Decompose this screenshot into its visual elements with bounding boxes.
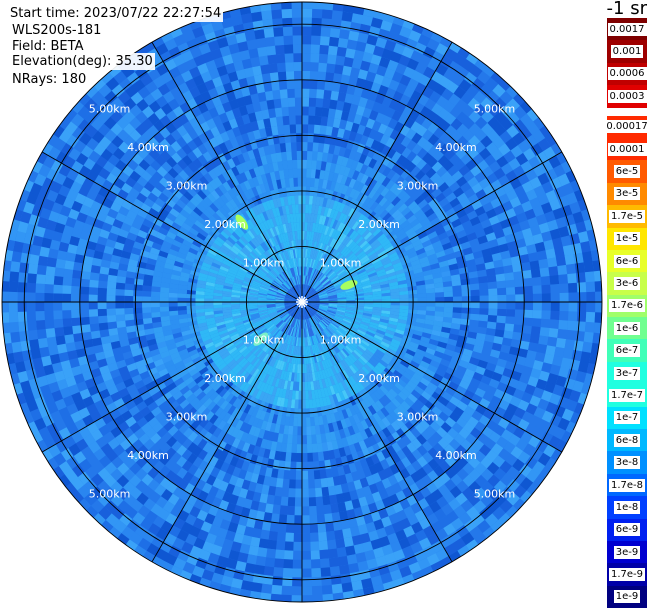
colorbar-tick-label: 1.7e-6 (608, 299, 646, 313)
colorbar-cell: 0.0017 (607, 18, 647, 41)
range-ring-label: 2.00km (204, 372, 246, 385)
colorbar-tick-label: 1e-8 (613, 500, 641, 514)
range-ring-label: 1.00km (320, 257, 362, 270)
colorbar-cell: 0.00017 (604, 115, 647, 138)
azimuth-spoke (41, 301, 303, 453)
range-ring-label: 3.00km (397, 410, 439, 423)
colorbar-cell: 3e-7 (607, 361, 647, 385)
range-ring-label: 5.00km (474, 487, 516, 500)
start-time-label: Start time: 2023/07/22 22:27:54 (10, 5, 224, 22)
range-ring-label: 2.00km (358, 218, 400, 231)
colorbar-tick-label: 6e-8 (613, 433, 641, 447)
colorbar-tick-label: 3e-7 (613, 366, 641, 380)
colorbar-cell: 1e-5 (607, 227, 647, 250)
range-ring-label: 3.00km (397, 180, 439, 193)
colorbar-cell: 6e-8 (607, 429, 647, 452)
colorbar-tick-label: 1e-5 (613, 232, 641, 246)
colorbar-tick-label: 0.0001 (607, 142, 647, 156)
colorbar-tick-label: 3e-5 (613, 187, 641, 201)
colorbar-cell: 1.7e-8 (607, 473, 647, 497)
range-ring-label: 4.00km (127, 141, 169, 154)
range-ring-label: 2.00km (358, 372, 400, 385)
colorbar-tick-label: 3e-8 (613, 456, 641, 470)
colorbar-cell: 0.001 (607, 40, 647, 63)
ppi-plot: 1.00km 1.00km 1.00km 1.00km 2.00km 2.00km 2.00… (1, 1, 603, 603)
colorbar-cell: 0.0003 (607, 85, 647, 108)
polar-grid (1, 1, 603, 603)
colorbar-cell: 6e-5 (607, 160, 647, 183)
beta-field-disk (2, 2, 602, 602)
colorbar-cell: 1e-8 (607, 496, 647, 519)
colorbar-tick-label: 6e-9 (613, 523, 641, 537)
colorbar-tick-label: 3e-9 (613, 545, 641, 559)
colorbar-tick-label: 0.0003 (607, 89, 647, 103)
colorbar-tick-label: 6e-6 (613, 254, 641, 268)
colorbar-cell: 0.0001 (607, 137, 647, 161)
colorbar-tick-label: 6e-7 (613, 344, 641, 358)
range-ring-label: 1.00km (320, 333, 362, 346)
range-ring-label: 3.00km (166, 410, 208, 423)
range-ring-label: 3.00km (166, 180, 208, 193)
colorbar-cell: 1e-7 (607, 406, 647, 430)
range-ring-label: 5.00km (474, 103, 516, 116)
range-ring-label: 5.00km (89, 487, 131, 500)
colorbar-tick-label: 1e-9 (613, 590, 641, 604)
colorbar-tick-label: 1.7e-9 (608, 568, 646, 582)
azimuth-spoke (301, 151, 563, 303)
azimuth-spoke (301, 301, 453, 563)
colorbar-cell: 0.0006 (607, 62, 647, 86)
instrument-label: WLS200s-181 (12, 22, 104, 39)
colorbar-tick-label: 1e-7 (613, 411, 641, 425)
colorbar-cell: 1.7e-5 (607, 205, 647, 228)
azimuth-spoke (301, 301, 563, 453)
colorbar-tick-label: 0.001 (610, 45, 644, 59)
colorbar-cell: 3e-8 (607, 451, 647, 474)
colorbar-tick-label: 0.0006 (607, 67, 647, 81)
colorbar-title: -1 sr (606, 0, 647, 19)
colorbar-tick-label: 6e-5 (613, 165, 641, 179)
range-ring-label: 1.00km (243, 257, 285, 270)
range-ring-label: 4.00km (435, 141, 477, 154)
feature-blob (340, 280, 358, 290)
colorbar-cell: 1.7e-9 (607, 563, 647, 586)
colorbar-cell: 3e-6 (607, 272, 647, 295)
range-ring-label: 1.00km (243, 333, 285, 346)
colorbar-tick-label: 0.0017 (607, 22, 647, 36)
range-ring-label: 5.00km (89, 103, 131, 116)
colorbar-cell: 1e-9 (607, 585, 647, 608)
range-ring-label: 2.00km (204, 218, 246, 231)
range-ring-label: 4.00km (435, 449, 477, 462)
colorbar-cell: 3e-5 (607, 182, 647, 206)
field-label: Field: BETA (12, 38, 86, 55)
colorbar-cell: 1.7e-6 (607, 294, 647, 318)
range-ring-labels: 1.00km 1.00km 1.00km 1.00km 2.00km 2.00km 2.00… (89, 103, 516, 501)
colorbar-tick-label: 0.00017 (604, 120, 647, 134)
colorbar-tick-label: 3e-6 (613, 276, 641, 290)
azimuth-spoke (301, 41, 453, 303)
elevation-label: Elevation(deg): 35.30 (12, 53, 155, 70)
azimuth-spoke (151, 301, 303, 563)
colorbar-cell: 6e-7 (607, 339, 647, 362)
colorbar-tick-label: 1.7e-5 (608, 209, 646, 223)
range-ring-label: 4.00km (127, 449, 169, 462)
feature-blob (235, 214, 249, 230)
colorbar-tick-label: 1.7e-8 (608, 478, 646, 492)
colorbar-cell: 6e-9 (607, 518, 647, 541)
colorbar-cell: 3e-9 (607, 540, 647, 564)
nrays-label: NRays: 180 (12, 71, 89, 88)
azimuth-spoke (41, 151, 303, 303)
colorbar-tick-label: 1.7e-7 (608, 388, 646, 402)
azimuth-spoke (151, 41, 303, 303)
colorbar-cell: 1.7e-7 (607, 384, 647, 407)
colorbar-tick-label: 1e-6 (613, 321, 641, 335)
colorbar-cell: 6e-6 (607, 249, 647, 273)
colorbar-cell: 1e-6 (607, 317, 647, 340)
colorbar: 0.0017 0.001 0.0006 0.0003 0.00017 0.0001 6e-5… (604, 18, 647, 608)
